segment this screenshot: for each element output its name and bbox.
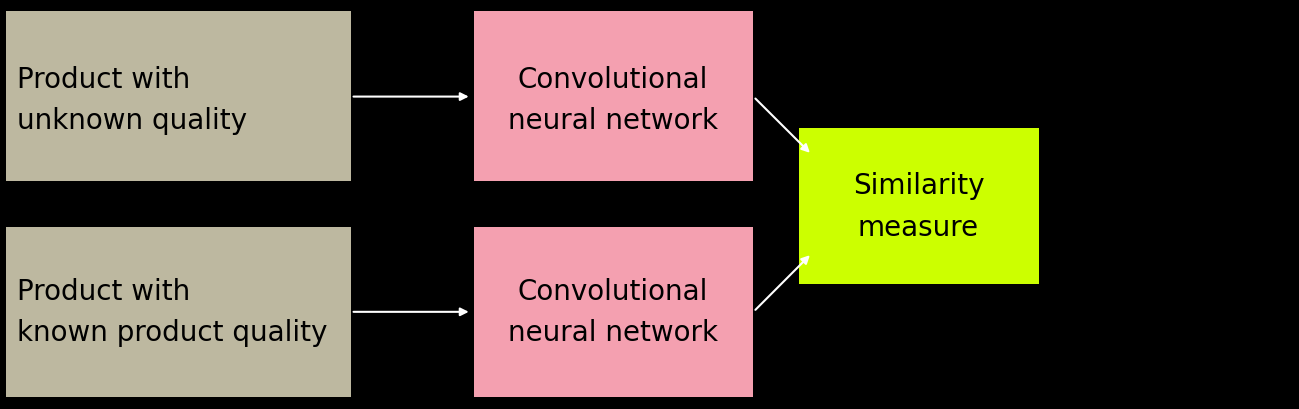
- Text: Similarity
measure: Similarity measure: [852, 172, 985, 241]
- Text: Convolutional
neural network: Convolutional neural network: [508, 66, 718, 135]
- FancyBboxPatch shape: [6, 12, 351, 182]
- Text: Convolutional
neural network: Convolutional neural network: [508, 278, 718, 346]
- FancyBboxPatch shape: [474, 227, 753, 397]
- Text: Product with
known product quality: Product with known product quality: [17, 278, 327, 346]
- FancyBboxPatch shape: [474, 12, 753, 182]
- FancyBboxPatch shape: [799, 129, 1039, 284]
- Text: Product with
unknown quality: Product with unknown quality: [17, 66, 247, 135]
- FancyBboxPatch shape: [6, 227, 351, 397]
